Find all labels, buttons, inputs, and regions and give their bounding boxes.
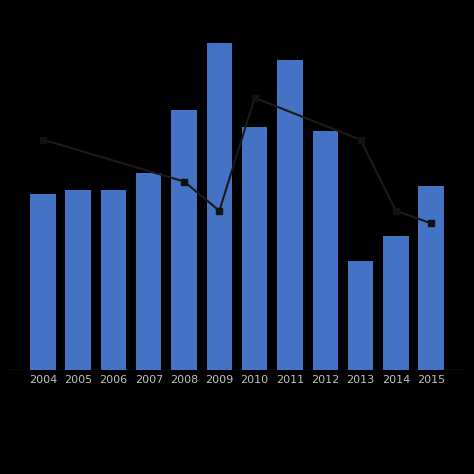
Bar xyxy=(383,236,409,370)
Bar xyxy=(171,110,197,370)
Bar xyxy=(65,190,91,370)
Bar xyxy=(207,44,232,370)
Bar xyxy=(419,186,444,370)
Bar xyxy=(136,173,162,370)
Bar xyxy=(312,131,338,370)
Bar xyxy=(277,60,303,370)
Bar xyxy=(30,194,55,370)
Bar xyxy=(242,127,267,370)
Bar xyxy=(348,261,373,370)
Bar xyxy=(101,190,126,370)
